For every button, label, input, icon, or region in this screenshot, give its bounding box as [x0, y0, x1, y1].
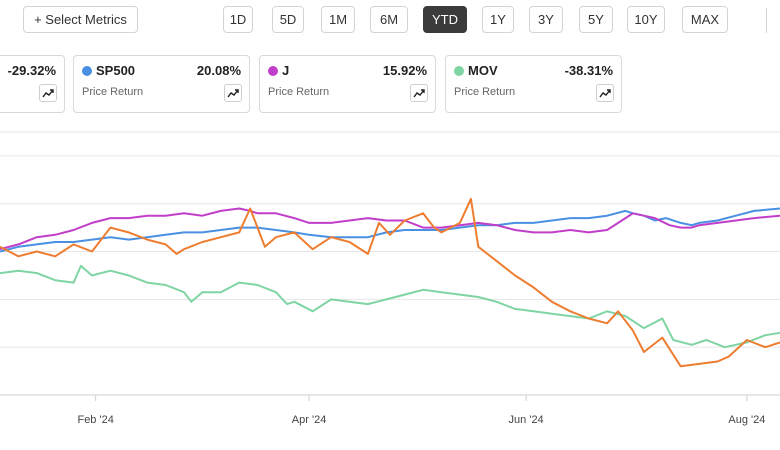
metric-card-partial[interactable]: -29.32%	[0, 55, 65, 113]
range-button-1d[interactable]: 1D	[223, 6, 253, 33]
range-button-6m[interactable]: 6M	[370, 6, 408, 33]
card-symbol: SP500	[96, 63, 136, 78]
metric-card-j[interactable]: J 15.92% Price Return	[259, 55, 436, 113]
range-button-1y[interactable]: 1Y	[482, 6, 514, 33]
range-button-5y[interactable]: 5Y	[579, 6, 613, 33]
metric-card-sp500[interactable]: SP500 20.08% Price Return	[73, 55, 250, 113]
range-button-max[interactable]: MAX	[682, 6, 728, 33]
card-symbol: MOV	[468, 63, 498, 78]
metric-card-mov[interactable]: MOV -38.31% Price Return	[445, 55, 622, 113]
card-subtitle: Price Return	[454, 86, 516, 98]
card-symbol: J	[282, 63, 290, 78]
card-return-value: 15.92%	[382, 63, 427, 78]
card-return-value: 20.08%	[196, 63, 241, 78]
series-line-mov	[0, 264, 780, 349]
card-return-value: -38.31%	[564, 63, 613, 78]
series-line-partial	[0, 197, 780, 368]
range-button-10y[interactable]: 10Y	[627, 6, 665, 33]
trend-chart-icon[interactable]	[410, 84, 428, 102]
card-subtitle: Price Return	[268, 86, 330, 98]
series-color-dot	[82, 66, 92, 76]
x-tick-label: Apr '24	[292, 414, 327, 426]
series-color-dot	[268, 66, 278, 76]
trend-chart-icon[interactable]	[39, 84, 57, 102]
series-color-dot	[454, 66, 464, 76]
select-metrics-button[interactable]: + Select Metrics	[23, 6, 138, 33]
x-tick-label: Feb '24	[77, 414, 113, 426]
range-button-ytd[interactable]: YTD	[423, 6, 467, 33]
trend-chart-icon[interactable]	[224, 84, 242, 102]
series-line-sp500	[0, 207, 780, 253]
range-button-3y[interactable]: 3Y	[529, 6, 563, 33]
range-button-1m[interactable]: 1M	[321, 6, 355, 33]
card-return-value: -29.32%	[7, 63, 56, 78]
card-subtitle: Price Return	[82, 86, 144, 98]
trend-chart-icon[interactable]	[596, 84, 614, 102]
range-button-5d[interactable]: 5D	[272, 6, 304, 33]
toolbar-divider	[766, 8, 767, 33]
x-tick-label: Jun '24	[509, 414, 544, 426]
x-tick-label: Aug '24	[728, 414, 765, 426]
